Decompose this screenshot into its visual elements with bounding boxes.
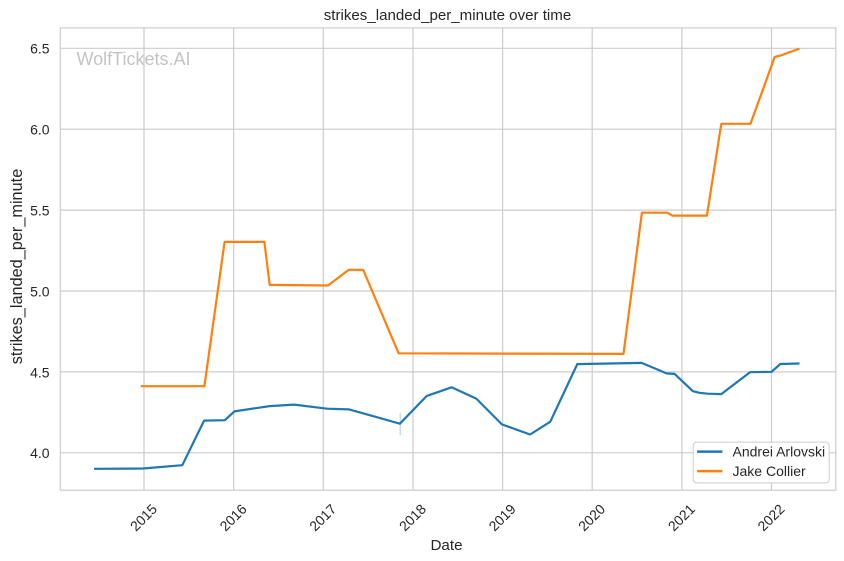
svg-text:strikes_landed_per_minute: strikes_landed_per_minute (8, 169, 26, 365)
svg-text:4.0: 4.0 (30, 445, 50, 461)
svg-text:WolfTickets.AI: WolfTickets.AI (77, 49, 191, 69)
svg-text:strikes_landed_per_minute over: strikes_landed_per_minute over time (324, 7, 572, 24)
svg-text:4.5: 4.5 (30, 364, 50, 380)
svg-text:5.0: 5.0 (30, 283, 50, 299)
svg-text:5.5: 5.5 (30, 203, 50, 219)
svg-text:6.5: 6.5 (30, 41, 50, 57)
svg-text:Andrei Arlovski: Andrei Arlovski (733, 443, 826, 459)
svg-text:6.0: 6.0 (30, 122, 50, 138)
svg-text:Jake Collier: Jake Collier (733, 463, 806, 479)
svg-text:Date: Date (430, 537, 462, 554)
